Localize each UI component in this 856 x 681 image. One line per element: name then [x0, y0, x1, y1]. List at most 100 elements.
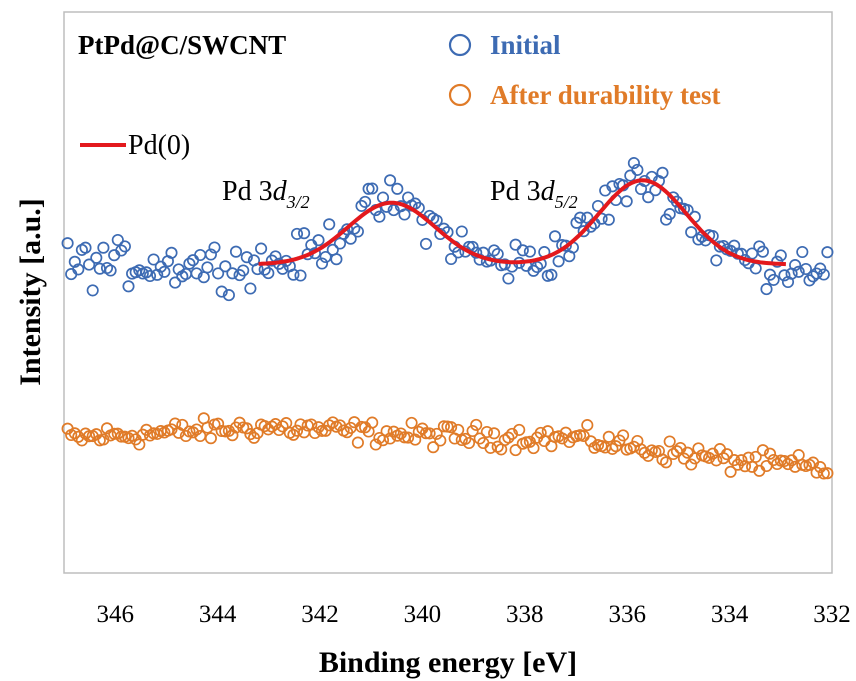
data-point [778, 269, 791, 282]
peak-label-3d32: Pd 3d3/2 [222, 176, 310, 212]
data-point [445, 252, 458, 266]
data-point [814, 262, 827, 275]
data-point [663, 435, 676, 448]
data-point [599, 441, 612, 454]
data-point [466, 424, 479, 438]
data-point [792, 449, 805, 462]
data-point [133, 264, 146, 277]
data-point [498, 258, 511, 271]
data-point [545, 268, 558, 281]
data-point [462, 436, 476, 450]
data-point [552, 255, 565, 268]
data-point [756, 245, 769, 258]
data-point [355, 199, 368, 212]
data-point [344, 232, 357, 245]
data-point [792, 265, 805, 278]
data-point [118, 240, 131, 253]
data-point [548, 230, 562, 243]
data-point [169, 276, 182, 289]
data-point [491, 440, 504, 453]
plot-frame [63, 11, 833, 574]
data-point [617, 429, 630, 442]
data-point [663, 208, 676, 221]
data-point [384, 432, 397, 445]
data-point [111, 233, 124, 247]
data-point [240, 251, 253, 264]
data-point [143, 269, 157, 283]
data-point [351, 225, 364, 238]
data-point [821, 467, 834, 480]
data-point [387, 425, 400, 438]
data-point [817, 268, 830, 281]
data-point [226, 267, 239, 280]
x-tick-label: 336 [608, 601, 646, 628]
data-point [108, 427, 121, 440]
data-point [642, 191, 655, 204]
x-ticks: 346 344 342 340 338 336 334 332 [96, 601, 850, 628]
data-point [276, 420, 289, 433]
peak-label-3d52: Pd 3d5/2 [490, 176, 578, 212]
y-axis-title: Intensity [a.u.] [14, 198, 47, 386]
data-point [359, 195, 372, 208]
legend-label-pd0: Pd(0) [128, 130, 190, 161]
series-after-durability [61, 412, 834, 480]
data-point [373, 210, 386, 223]
data-point [710, 454, 723, 467]
data-point [423, 427, 436, 440]
data-point [351, 436, 364, 449]
legend-marker-after [448, 83, 472, 107]
x-tick-label: 346 [96, 601, 134, 628]
x-tick-label: 338 [506, 601, 544, 628]
data-point [204, 248, 217, 261]
data-point [531, 260, 544, 274]
pd0-fit-line-group [258, 178, 786, 267]
data-point [405, 416, 418, 429]
data-point [488, 244, 501, 257]
data-point [384, 174, 397, 187]
data-point [452, 423, 465, 436]
data-point [760, 283, 773, 296]
data-point [656, 166, 669, 179]
data-point [219, 260, 232, 273]
data-point [667, 447, 680, 461]
data-point [620, 195, 633, 208]
data-point [90, 428, 103, 441]
series-initial [61, 157, 834, 302]
data-point [83, 258, 96, 271]
data-point [90, 251, 103, 264]
data-point [710, 254, 723, 267]
data-point [244, 428, 257, 441]
data-point [480, 425, 493, 439]
data-point [290, 227, 304, 240]
data-point [509, 238, 522, 251]
data-point [362, 182, 375, 195]
data-point [61, 237, 74, 250]
data-point [778, 454, 791, 468]
x-tick-label: 340 [404, 601, 442, 628]
data-point [186, 426, 200, 439]
data-point [255, 242, 268, 255]
data-point [402, 431, 415, 444]
data-point [455, 225, 468, 238]
data-point [151, 427, 164, 440]
data-point [201, 421, 214, 434]
data-point [298, 227, 311, 240]
pd0-fit-line [258, 178, 786, 267]
data-point [315, 257, 329, 270]
data-point [735, 454, 748, 467]
data-point [685, 458, 698, 471]
data-point [290, 424, 304, 437]
data-point [366, 416, 379, 429]
x-axis-title: Binding energy [eV] [319, 646, 577, 679]
data-marks [61, 157, 834, 480]
data-point [391, 182, 404, 195]
data-point [165, 246, 178, 259]
data-point [631, 163, 644, 176]
data-point [212, 417, 225, 430]
data-point [817, 467, 830, 480]
data-point [602, 213, 615, 226]
sample-label: PtPd@C/SWCNT [78, 30, 286, 60]
data-point [79, 241, 92, 254]
data-point [796, 245, 809, 259]
legend-label-after: After durability test [490, 80, 720, 110]
